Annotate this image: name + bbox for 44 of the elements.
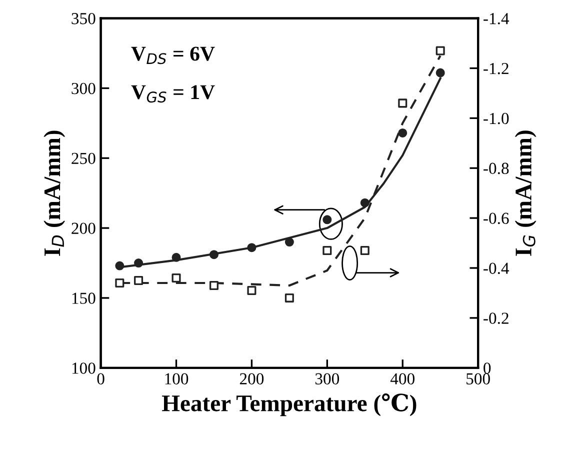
y-tick-label: 300 bbox=[72, 82, 96, 94]
point bbox=[360, 246, 370, 256]
y-axis-title: I$_{D}$ (mA/mm) bbox=[44, 130, 66, 256]
point bbox=[115, 261, 124, 270]
y-tick-label: 100 bbox=[72, 362, 96, 374]
y2-tick-label: -1.4 bbox=[484, 13, 510, 24]
y2-tick-label: -0.8 bbox=[484, 162, 509, 174]
y2-tick-label: 0 bbox=[484, 362, 491, 374]
point bbox=[284, 238, 294, 247]
point bbox=[436, 46, 445, 56]
point bbox=[172, 273, 181, 282]
x-tick-label: 100 bbox=[165, 373, 188, 384]
point bbox=[322, 246, 332, 256]
point bbox=[209, 280, 218, 290]
annotation: V$_{GS}$ = 1V bbox=[131, 85, 215, 103]
y2-tick-label: -1.2 bbox=[484, 62, 508, 74]
point bbox=[247, 286, 256, 295]
point bbox=[134, 258, 144, 268]
point bbox=[436, 68, 445, 78]
y-tick-label: 350 bbox=[72, 12, 96, 24]
x-axis-title: Heater Temperature (℃) bbox=[162, 393, 416, 416]
point bbox=[398, 128, 408, 138]
point bbox=[209, 250, 218, 260]
point bbox=[360, 198, 370, 208]
y-tick-label: 250 bbox=[72, 152, 96, 164]
point bbox=[134, 276, 144, 285]
point bbox=[398, 98, 408, 108]
point bbox=[284, 293, 294, 302]
y-tick-label: 200 bbox=[72, 222, 96, 234]
point bbox=[247, 243, 256, 252]
point bbox=[172, 252, 181, 262]
y2-tick-label: -0.6 bbox=[484, 212, 509, 224]
x-tick-label: 200 bbox=[240, 373, 264, 384]
x-tick-label: 0 bbox=[97, 373, 104, 384]
point bbox=[115, 278, 124, 288]
x-tick-label: 300 bbox=[315, 373, 340, 384]
y2-tick-label: -0.4 bbox=[484, 262, 510, 274]
y2-tick-label: -1.0 bbox=[484, 112, 509, 124]
x-tick-label: 400 bbox=[390, 373, 414, 384]
y-tick-label: 150 bbox=[72, 292, 96, 304]
annotation: V$_{DS}$ = 6V bbox=[131, 46, 215, 64]
y2-tick-label: -0.2 bbox=[484, 312, 508, 324]
y2-axis-title: I$_{G}$ (mA/mm) bbox=[514, 130, 536, 256]
x-tick-label: 500 bbox=[466, 373, 490, 384]
